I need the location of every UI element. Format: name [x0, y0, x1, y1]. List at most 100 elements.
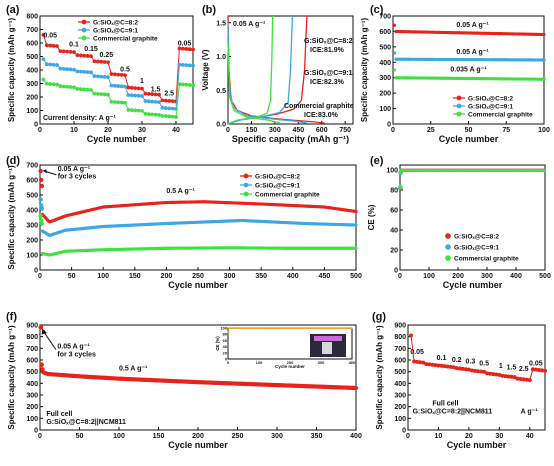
x-tick-label: 600 [316, 127, 328, 134]
cell-pouch [322, 342, 332, 354]
data-point [187, 83, 192, 87]
data-point [44, 43, 49, 48]
data-point [174, 115, 178, 119]
data-point [143, 111, 148, 116]
data-point [133, 108, 138, 113]
y-axis-label: Specific capacity (mAh g⁻¹) [7, 165, 16, 270]
plot-frame [407, 324, 546, 431]
y-tick-label: 500 [26, 54, 38, 61]
data-point [109, 83, 114, 88]
y-axis-label: Specific capacity (mAh g⁻¹) [375, 325, 384, 430]
data-point [99, 74, 104, 79]
legend-entry: G:SiOₓ@C=9:1 [93, 27, 138, 34]
data-point [126, 93, 131, 97]
data-point [457, 366, 462, 371]
data-point [78, 53, 83, 58]
data-point [38, 213, 43, 219]
data-point [521, 377, 526, 382]
rate-label: 0.05 [178, 41, 192, 48]
inset-x-tick-label: 100 [256, 360, 263, 365]
data-point [150, 92, 155, 97]
y-tick-label: 600 [394, 358, 406, 365]
data-point [39, 221, 45, 226]
data-point [157, 92, 161, 97]
data-point [75, 53, 80, 58]
x-tick-label: 400 [287, 273, 299, 280]
chart-a: 0 10 20 30 400100200300400500600700800Cycle … [6, 4, 195, 144]
x-tick-label: 300 [271, 433, 283, 440]
x-tick-label: 350 [255, 273, 267, 280]
chart-g: 0 10 20 30 400100200300400500600700800900Cyc… [372, 311, 547, 450]
data-point [129, 85, 134, 90]
inset-y-tick-label: 100 [220, 326, 227, 331]
x-tick-label: 100 [113, 433, 125, 440]
x-tick-label: 20 [104, 127, 112, 134]
data-point [72, 50, 76, 55]
data-point [119, 72, 124, 77]
x-tick-label: 400 [350, 433, 362, 440]
rate-label: 2.5 [164, 91, 174, 98]
x-axis-label: Cycle number [87, 134, 147, 144]
y-tick-label: 600 [26, 358, 38, 365]
x-tick-label: 20 [465, 433, 473, 440]
x-axis-label: Cycle number [443, 280, 503, 290]
inset-x-tick-label: 200 [287, 360, 294, 365]
data-point [89, 70, 93, 75]
data-point [191, 83, 195, 88]
voltage-curve-charge [227, 15, 274, 125]
y-axis-label: Specific capacity (mAh g⁻¹) [7, 18, 16, 123]
legend-entry: Commercial graphite [468, 111, 533, 118]
data-point [187, 63, 192, 68]
data-point [119, 84, 124, 89]
series-label: G:SiOₓ@C=8:2 [304, 38, 353, 45]
y-tick-label: 500 [379, 44, 391, 51]
inset-x-tick-label: 300 [318, 360, 325, 365]
data-point [433, 363, 438, 368]
x-tick-label: 300 [224, 273, 236, 280]
annotation: G:SiOₓ@C=8:2||NCM811 [46, 419, 126, 426]
y-tick-label: 1.0 [216, 54, 226, 61]
x-tick-label: 150 [246, 127, 258, 134]
legend-marker [243, 173, 249, 179]
y-tick-label: 400 [26, 68, 38, 75]
plot-frame [399, 164, 546, 271]
data-point [160, 98, 165, 103]
data-point [170, 106, 175, 111]
x-tick-label: 50 [465, 127, 473, 134]
annotation: 0.05 A g⁻¹ [456, 22, 489, 29]
data-point [68, 50, 73, 54]
y-tick-label: 300 [26, 223, 38, 230]
legend-entry: Commercial graphite [454, 255, 519, 262]
annotation: 0.5 A g⁻¹ [119, 366, 148, 373]
x-tick-label: 100 [97, 273, 109, 280]
data-point [126, 107, 131, 112]
data-point [55, 44, 59, 49]
x-tick-label: 300 [481, 273, 493, 280]
data-point [72, 67, 76, 72]
data-point [191, 47, 195, 52]
data-point [140, 86, 144, 91]
ice-label: ICE:81.9% [310, 47, 345, 54]
data-point [106, 92, 110, 97]
chart-c: 0 25 50 75 100 0 100 200 300 400 500 600 700 Cycle nu… [360, 4, 550, 144]
arrow-head [41, 328, 48, 335]
data-point [479, 369, 484, 374]
inset-y-label: CE (%) [215, 336, 220, 351]
data-point [398, 184, 403, 190]
y-tick-label: 0 [394, 268, 398, 275]
data-point [58, 49, 63, 53]
data-point [170, 99, 175, 104]
y-tick-label: 800 [26, 334, 38, 341]
data-point [167, 99, 172, 103]
y-tick-label: 900 [26, 323, 38, 330]
data-point [542, 58, 546, 62]
x-axis-label: Cycle number [168, 280, 228, 290]
legend-entry: G:SiOₓ@C=8:2 [255, 173, 300, 180]
inset-y-tick-label: 40 [223, 344, 228, 349]
x-tick-label: 40 [526, 433, 534, 440]
x-tick-label: 200 [161, 273, 173, 280]
data-point [177, 62, 182, 67]
data-point [503, 374, 508, 379]
data-point [180, 46, 185, 51]
data-point [482, 369, 487, 374]
